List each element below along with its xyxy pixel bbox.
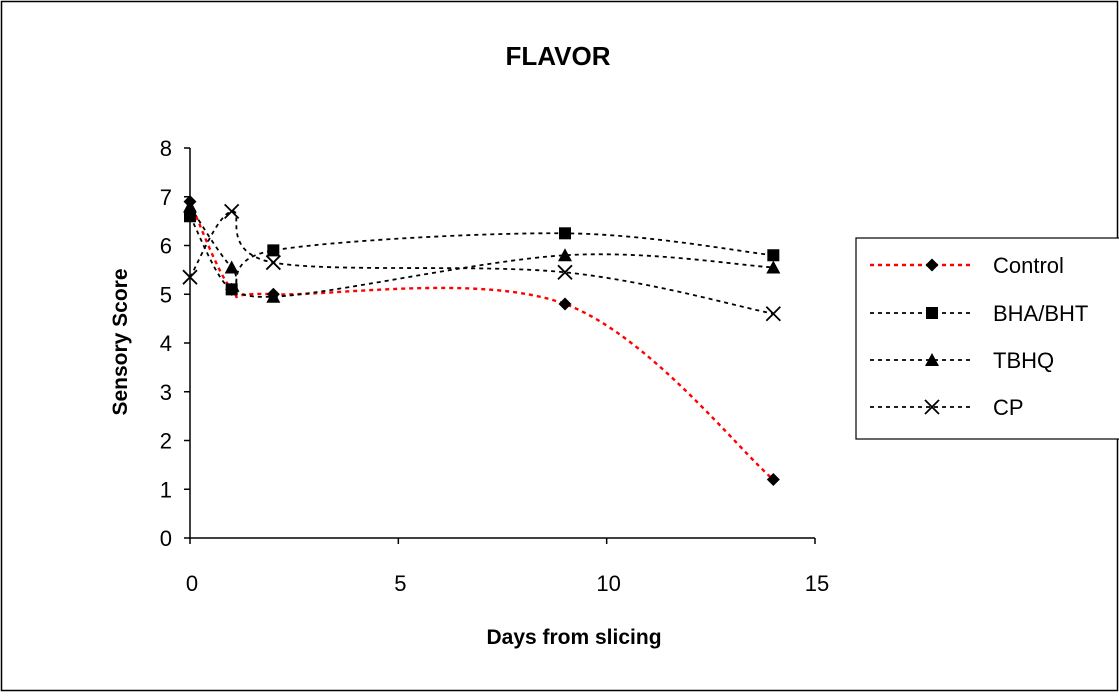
series-line-control bbox=[188, 201, 775, 481]
legend-marker-cp-stroke bbox=[924, 399, 940, 415]
data-point-tbhq bbox=[766, 260, 781, 274]
data-point-cp-stroke bbox=[557, 264, 573, 280]
legend-label-bha-bht: BHA/BHT bbox=[993, 301, 1088, 326]
data-point-bha-bht bbox=[767, 249, 780, 262]
x-axis-title: Days from slicing bbox=[486, 626, 661, 649]
y-tick-label: 1 bbox=[160, 477, 172, 502]
data-point-cp bbox=[224, 203, 240, 220]
y-tick-label: 6 bbox=[160, 234, 172, 259]
data-point-cp bbox=[265, 254, 281, 271]
series-markers bbox=[182, 195, 781, 486]
x-tick-label: 10 bbox=[596, 571, 620, 596]
data-point-bha-bht bbox=[225, 283, 238, 296]
y-axis-title: Sensory Score bbox=[109, 268, 132, 415]
data-point-cp-stroke bbox=[265, 254, 281, 271]
series-line-cp bbox=[189, 210, 774, 315]
chart-title: FLAVOR bbox=[506, 41, 611, 71]
data-point-control bbox=[558, 297, 572, 311]
data-point-bha-bht bbox=[267, 244, 280, 257]
data-point-cp-stroke bbox=[765, 306, 781, 322]
legend-marker-control bbox=[925, 258, 939, 272]
data-point-control bbox=[766, 473, 780, 486]
data-point-tbhq bbox=[558, 248, 572, 262]
legend-label-tbhq: TBHQ bbox=[993, 348, 1054, 373]
legend-marker-cp bbox=[924, 399, 940, 415]
legend-box bbox=[855, 237, 1119, 440]
axes: 0 1 2 3 4 5 6 7 8 0 5 10 15 bbox=[160, 136, 829, 596]
x-tick-label: 15 bbox=[805, 571, 829, 596]
y-tick-label: 5 bbox=[160, 282, 172, 307]
legend-label-control: Control bbox=[993, 253, 1064, 278]
data-point-cp-stroke bbox=[182, 269, 198, 285]
y-tick-label: 0 bbox=[160, 526, 172, 551]
legend-marker-bha-bht bbox=[926, 307, 938, 319]
x-tick-label: 0 bbox=[186, 571, 198, 596]
data-point-cp bbox=[557, 264, 573, 280]
data-point-tbhq bbox=[224, 260, 239, 274]
data-point-bha-bht bbox=[559, 227, 571, 240]
legend: Control BHA/BHT TBHQ CP bbox=[855, 237, 1119, 440]
x-tick-label: 5 bbox=[394, 571, 406, 596]
data-point-tbhq bbox=[183, 199, 197, 213]
legend-label-cp: CP bbox=[993, 395, 1024, 420]
y-tick-label: 2 bbox=[160, 429, 172, 454]
data-point-cp bbox=[182, 269, 198, 285]
y-tick-label: 4 bbox=[160, 331, 172, 356]
data-point-cp-stroke bbox=[224, 203, 240, 220]
data-point-bha-bht bbox=[184, 210, 196, 223]
y-tick-label: 7 bbox=[160, 185, 172, 210]
data-point-cp bbox=[765, 306, 781, 322]
y-tick-label: 8 bbox=[160, 136, 172, 161]
y-tick-label: 3 bbox=[160, 380, 172, 405]
data-point-tbhq bbox=[266, 289, 281, 303]
legend-marker-tbhq bbox=[925, 353, 939, 366]
